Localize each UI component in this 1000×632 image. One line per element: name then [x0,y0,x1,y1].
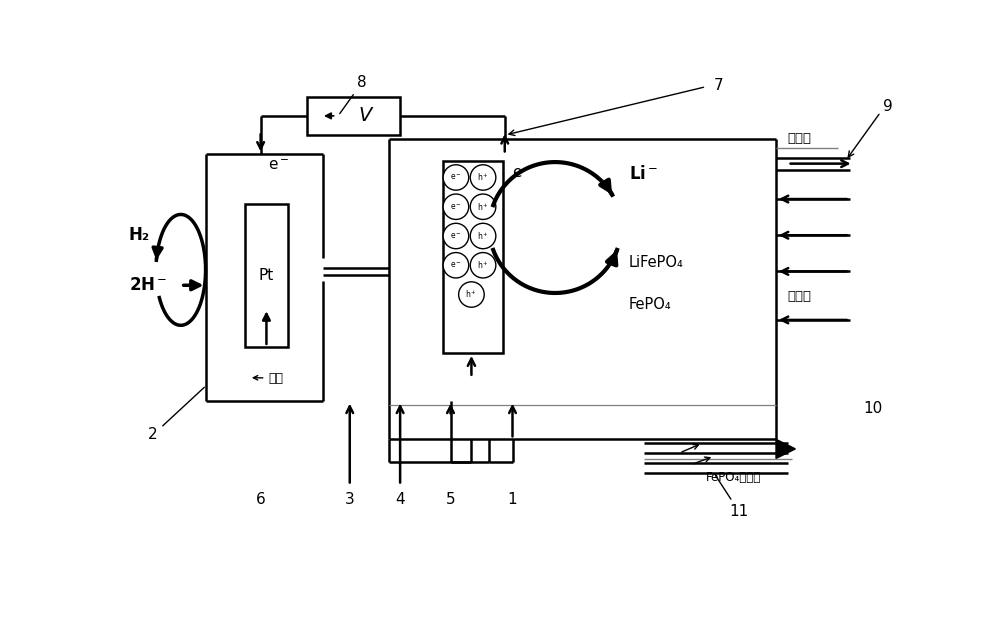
Text: h$^+$: h$^+$ [477,230,489,242]
Polygon shape [776,439,795,459]
Text: LiFePO₄: LiFePO₄ [629,255,684,270]
Circle shape [470,253,496,278]
Text: h$^+$: h$^+$ [477,259,489,271]
Text: e$^-$: e$^-$ [268,159,290,173]
Text: 稀酸: 稀酸 [253,372,283,384]
Text: Li$^-$: Li$^-$ [629,164,658,183]
Text: 10: 10 [863,401,883,416]
Text: V: V [358,106,371,125]
Text: H₂: H₂ [129,226,150,244]
Text: FePO₄收集口: FePO₄收集口 [706,471,762,484]
Bar [307,97,400,135]
Circle shape [459,282,484,307]
Text: e$^-$: e$^-$ [450,173,462,182]
Text: 5: 5 [446,492,455,507]
Circle shape [443,223,469,249]
Text: 7: 7 [714,78,724,92]
Text: e$^-$: e$^-$ [512,166,534,181]
Bar [443,161,503,353]
Text: 3: 3 [345,492,355,507]
Text: e$^-$: e$^-$ [450,260,462,270]
Text: 9: 9 [883,99,893,114]
Text: 进料口: 进料口 [788,290,812,303]
Bar [245,204,288,347]
Text: 2H$^-$: 2H$^-$ [129,276,167,295]
Text: 2: 2 [148,387,204,442]
Text: h$^+$: h$^+$ [477,201,489,212]
Text: h$^+$: h$^+$ [477,172,489,183]
Circle shape [443,253,469,278]
Circle shape [470,165,496,190]
Text: h$^+$: h$^+$ [465,289,477,300]
Circle shape [443,165,469,190]
Text: Pt: Pt [259,268,274,283]
Text: 1: 1 [508,492,517,507]
Circle shape [470,194,496,219]
Text: 11: 11 [716,475,749,520]
Circle shape [470,223,496,249]
Text: e$^-$: e$^-$ [450,202,462,212]
Text: e$^-$: e$^-$ [450,231,462,241]
Circle shape [443,194,469,219]
Text: 4: 4 [395,492,405,507]
Text: 8: 8 [340,75,367,114]
Text: FePO₄: FePO₄ [629,297,671,312]
Text: 6: 6 [256,492,266,507]
Text: 出液口: 出液口 [788,133,812,145]
